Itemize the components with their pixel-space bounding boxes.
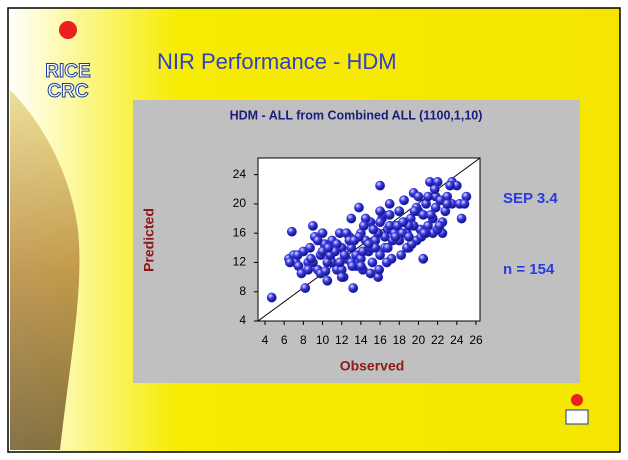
point bbox=[434, 220, 445, 231]
annotation: SEP 3.4 bbox=[503, 190, 558, 207]
rice-image bbox=[10, 90, 80, 450]
point bbox=[429, 184, 440, 195]
point bbox=[348, 283, 359, 293]
point bbox=[308, 220, 318, 231]
x-tick-label: 16 bbox=[373, 333, 387, 347]
point bbox=[368, 224, 379, 235]
point bbox=[322, 275, 333, 286]
logo-text: CRC bbox=[47, 81, 88, 102]
point bbox=[430, 202, 441, 213]
point bbox=[349, 235, 360, 246]
point bbox=[456, 213, 467, 224]
y-tick-label: 8 bbox=[239, 284, 246, 298]
point bbox=[381, 257, 392, 268]
point bbox=[320, 266, 331, 277]
y-tick-label: 12 bbox=[233, 255, 247, 269]
point bbox=[442, 199, 453, 209]
point bbox=[390, 231, 401, 242]
x-tick-label: 8 bbox=[300, 333, 307, 347]
point bbox=[357, 246, 368, 257]
point bbox=[286, 226, 297, 237]
point bbox=[339, 250, 350, 261]
x-tick-label: 22 bbox=[431, 333, 445, 347]
x-tick-label: 12 bbox=[335, 333, 349, 347]
point bbox=[363, 239, 374, 250]
point bbox=[399, 195, 409, 206]
point bbox=[306, 253, 316, 264]
point bbox=[419, 228, 430, 239]
point bbox=[413, 191, 424, 202]
y-tick-label: 24 bbox=[233, 167, 247, 181]
annotation: n = 154 bbox=[503, 261, 555, 278]
point bbox=[356, 261, 366, 272]
point bbox=[374, 264, 385, 275]
point bbox=[375, 206, 385, 217]
point bbox=[285, 257, 295, 268]
point bbox=[403, 231, 414, 242]
x-tick-label: 10 bbox=[316, 333, 330, 347]
x-tick-label: 18 bbox=[393, 333, 407, 347]
y-tick-label: 16 bbox=[233, 225, 247, 239]
logo: RICE CRC bbox=[45, 21, 91, 103]
chart-title: HDM - ALL from Combined ALL (1100,1,10) bbox=[230, 108, 483, 122]
y-tick-label: 4 bbox=[239, 313, 246, 327]
point bbox=[375, 250, 385, 261]
point bbox=[375, 217, 385, 228]
point bbox=[418, 253, 429, 264]
point bbox=[398, 217, 409, 228]
x-tick-label: 24 bbox=[450, 333, 464, 347]
point bbox=[300, 283, 311, 293]
x-tick-label: 26 bbox=[469, 333, 483, 347]
badge bbox=[565, 394, 589, 425]
x-tick-label: 6 bbox=[281, 333, 288, 347]
point bbox=[347, 261, 358, 272]
point bbox=[384, 209, 395, 220]
point bbox=[334, 257, 345, 268]
logo-text: RICE bbox=[45, 61, 90, 82]
point bbox=[423, 191, 433, 202]
x-axis-label: Observed bbox=[340, 358, 405, 374]
point bbox=[336, 272, 347, 282]
point bbox=[312, 235, 323, 246]
point bbox=[375, 180, 385, 191]
point bbox=[367, 257, 378, 268]
point bbox=[358, 220, 369, 231]
point bbox=[317, 228, 328, 239]
y-tick-label: 20 bbox=[233, 196, 247, 210]
point bbox=[303, 264, 314, 275]
point bbox=[409, 206, 420, 217]
point bbox=[426, 209, 436, 220]
point bbox=[365, 268, 376, 279]
point bbox=[384, 199, 395, 209]
point bbox=[445, 180, 456, 191]
x-tick-label: 14 bbox=[354, 333, 368, 347]
point bbox=[396, 250, 407, 261]
x-tick-label: 20 bbox=[412, 333, 426, 347]
point bbox=[305, 242, 315, 253]
point bbox=[346, 213, 357, 224]
point bbox=[266, 292, 277, 303]
point bbox=[323, 242, 334, 253]
x-tick-label: 4 bbox=[262, 333, 269, 347]
slide-title: NIR Performance - HDM bbox=[157, 49, 397, 74]
point bbox=[292, 250, 303, 261]
point bbox=[459, 199, 470, 209]
point bbox=[382, 242, 393, 253]
y-axis-label: Predicted bbox=[141, 208, 157, 272]
logo-sun bbox=[59, 21, 77, 39]
point bbox=[394, 206, 405, 217]
point bbox=[354, 202, 364, 213]
